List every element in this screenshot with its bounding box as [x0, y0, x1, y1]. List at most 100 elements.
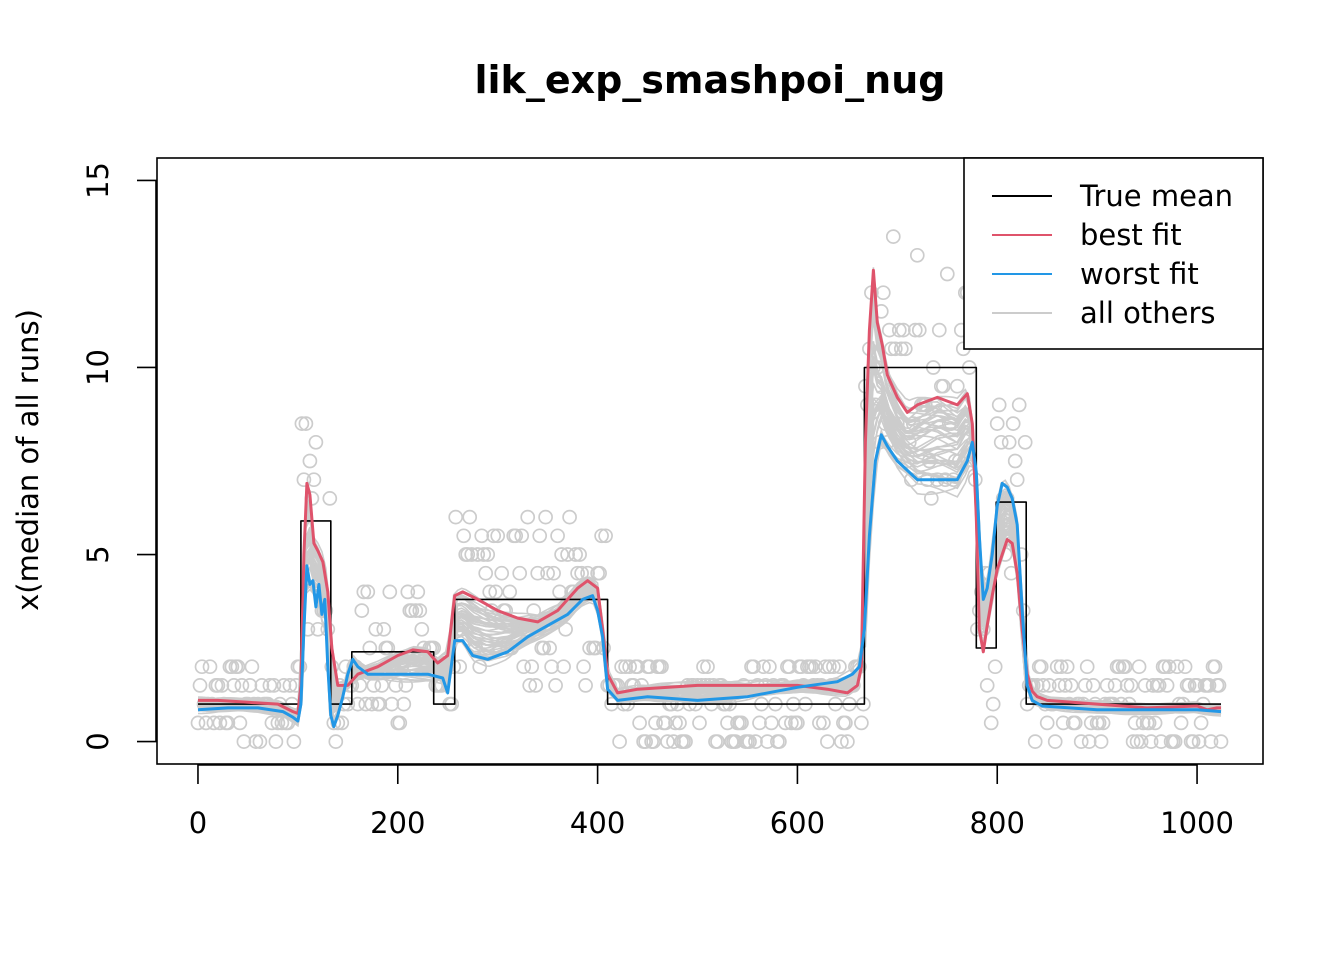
observed-point — [252, 734, 268, 749]
observed-point — [1141, 715, 1157, 731]
legend-label: worst fit — [1080, 257, 1199, 291]
observed-point — [524, 659, 540, 675]
observed-point — [612, 734, 627, 749]
observed-point — [1125, 734, 1141, 749]
observed-point — [576, 659, 591, 675]
observed-point — [979, 678, 995, 693]
observed-point — [206, 715, 222, 731]
observed-point — [772, 734, 787, 749]
observed-point — [1167, 734, 1183, 749]
observed-point — [296, 472, 312, 488]
observed-point — [907, 322, 923, 338]
observed-point — [1001, 434, 1017, 450]
observed-point — [548, 678, 563, 693]
observed-point — [1207, 659, 1223, 675]
observed-point — [190, 715, 206, 731]
observed-point — [192, 678, 208, 693]
observed-point — [308, 434, 324, 450]
observed-point — [446, 659, 462, 675]
observed-point — [384, 696, 400, 712]
observed-point — [398, 678, 414, 693]
observed-point — [889, 416, 905, 431]
observed-point — [486, 528, 502, 544]
true-mean-line — [198, 366, 1221, 705]
observed-point — [887, 341, 903, 357]
legend-box — [963, 157, 1264, 350]
observed-point — [282, 678, 298, 693]
observed-point — [472, 659, 488, 675]
observed-point — [510, 621, 526, 637]
observed-point — [574, 565, 589, 581]
observed-point — [322, 491, 338, 506]
observed-point — [1047, 734, 1063, 749]
observed-point — [901, 434, 917, 450]
observed-point — [368, 621, 384, 637]
observed-point — [672, 715, 687, 731]
legend-label: best fit — [1080, 218, 1182, 252]
observed-point — [1017, 434, 1033, 450]
x-tick-label: 600 — [770, 806, 825, 840]
observed-point — [464, 547, 480, 562]
observed-point — [931, 322, 947, 338]
observed-point — [1201, 678, 1217, 693]
observed-point — [762, 659, 777, 675]
observed-point — [1213, 734, 1229, 749]
observed-point — [822, 659, 837, 675]
observed-point — [784, 715, 799, 731]
x-tick-label: 0 — [189, 806, 207, 840]
observed-point — [1191, 734, 1207, 749]
observed-point — [230, 659, 246, 675]
observed-point — [380, 640, 396, 656]
observed-point — [634, 678, 649, 693]
observed-point — [734, 715, 749, 731]
legend: True mean best fit worst fit all others — [963, 157, 1264, 350]
observed-point — [214, 678, 230, 693]
observed-point — [654, 659, 669, 675]
observed-point — [804, 659, 819, 675]
observed-point — [592, 565, 607, 581]
observed-point — [396, 696, 412, 712]
observed-point — [692, 715, 707, 731]
y-tick-label: 5 — [81, 545, 115, 563]
observed-point — [632, 715, 647, 731]
observed-point — [794, 659, 809, 675]
observed-point — [520, 509, 536, 525]
observed-point — [514, 528, 530, 544]
observed-point — [752, 715, 767, 731]
observed-point — [728, 734, 743, 749]
observed-point — [530, 565, 546, 581]
observed-point — [1073, 734, 1089, 749]
observed-point — [1049, 659, 1065, 675]
observed-point — [1057, 678, 1073, 693]
observed-point — [242, 678, 258, 693]
observed-point — [210, 678, 226, 693]
observed-point — [572, 547, 587, 562]
observed-point — [626, 678, 641, 693]
observed-point — [638, 734, 653, 749]
observed-point — [1181, 678, 1197, 693]
observed-point — [764, 715, 779, 731]
observed-point — [943, 416, 959, 431]
observed-point — [622, 659, 637, 675]
observed-point — [540, 565, 555, 581]
observed-point — [518, 621, 534, 637]
observed-point — [528, 678, 544, 693]
observed-point — [552, 584, 567, 600]
observed-point — [668, 715, 683, 731]
observed-point — [854, 715, 869, 731]
observed-point — [1111, 659, 1127, 675]
observed-point — [408, 603, 424, 618]
y-axis-label: x(median of all runs) — [11, 309, 45, 611]
observed-point — [538, 509, 553, 525]
observed-point — [1053, 659, 1069, 675]
observed-point — [816, 715, 831, 731]
observed-point — [989, 416, 1005, 431]
observed-point — [834, 734, 849, 749]
observed-point — [262, 678, 278, 693]
best-fit-line — [198, 268, 1221, 715]
observed-point — [748, 734, 763, 749]
observed-point — [1009, 472, 1025, 488]
observed-point — [414, 621, 430, 637]
observed-point — [1027, 734, 1043, 749]
observed-point — [328, 734, 344, 749]
